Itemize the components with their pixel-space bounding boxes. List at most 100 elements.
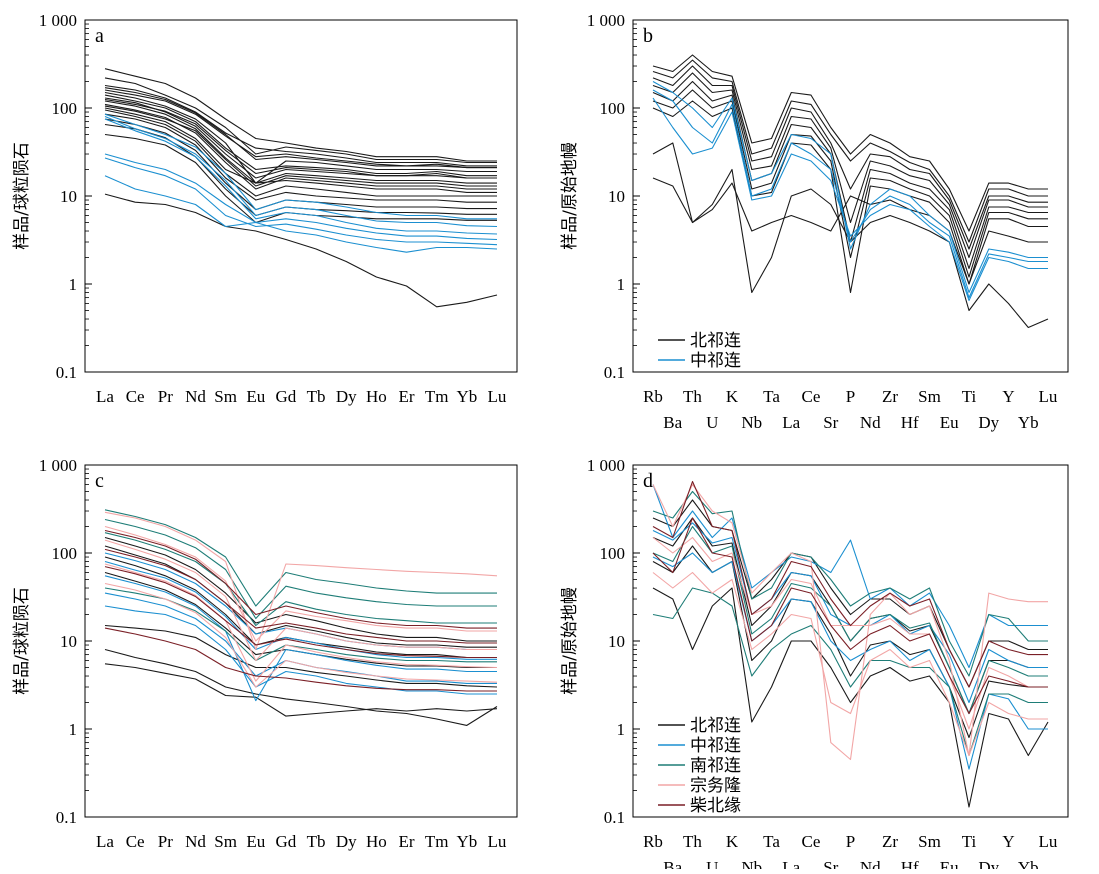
x-tick-label: Ce: [126, 832, 145, 851]
series-group: [652, 54, 1049, 329]
series-line-a-21: [104, 118, 498, 235]
series-line-c-3: [104, 571, 497, 669]
x-tick-label: Eu: [940, 858, 959, 869]
x-tick-label: Rb: [643, 387, 663, 406]
series-line-b-11: [652, 97, 1048, 302]
series-line-a-19: [104, 113, 497, 220]
panel-label: b: [643, 25, 653, 47]
series-line-c-14: [104, 532, 497, 627]
series-line-a-18: [104, 193, 498, 308]
x-tick-label: Tm: [425, 387, 449, 406]
y-tick-label: 100: [600, 99, 626, 118]
x-tick-label: Ce: [802, 387, 821, 406]
series-line-b-5: [652, 89, 1048, 278]
x-tick-label: Hf: [901, 858, 919, 869]
y-tick-label: 10: [608, 187, 625, 206]
x-tick-label: Eu: [940, 413, 959, 432]
panel-b: 0.1 1 10 100 1 000 样品/原始地幔 Rb Th K Ta Ce P Zr Sm Ti Y Lu…: [560, 11, 1069, 432]
y-tick-label: 1: [617, 720, 626, 739]
panel-a: 0.1 1 10 100 1 000 样品/球粒陨石 La Ce Pr Nd Sm Eu Gd Tb Dy H…: [12, 11, 518, 406]
x-tick-label: Tm: [425, 832, 449, 851]
series-group: [652, 480, 1049, 808]
legend-label: 中祁连: [690, 736, 741, 756]
y-tick-label: 0.1: [604, 363, 625, 382]
series-line-b-10: [652, 89, 1048, 299]
y-tick-label: 100: [600, 544, 626, 563]
series-line-d-3: [652, 587, 1049, 808]
y-tick-label: 10: [60, 187, 77, 206]
x-tick-label: Yb: [456, 387, 477, 406]
series-line-b-6: [652, 100, 1048, 294]
y-tick-label: 10: [60, 632, 77, 651]
panel-label: a: [95, 25, 104, 47]
series-line-c-19: [104, 563, 498, 682]
series-line-a-7: [104, 100, 497, 184]
x-tick-label: Tb: [307, 832, 326, 851]
x-tick-label: Th: [683, 832, 702, 851]
x-tick-label: Y: [1002, 387, 1014, 406]
series-group: [104, 68, 498, 308]
x-tick-label: Sm: [918, 832, 941, 851]
series-line-a-4: [104, 91, 497, 184]
series-line-c-9: [104, 575, 497, 702]
x-tick-label: Sr: [823, 858, 838, 869]
y-axis-label: 样品/球粒陨石: [12, 587, 32, 695]
x-tick-label: Ta: [763, 387, 780, 406]
x-tick-label: Y: [1002, 832, 1014, 851]
series-line-a-17: [104, 105, 497, 187]
series-line-a-2: [104, 84, 497, 167]
panel-c: 0.1 1 10 100 1 000 样品/球粒陨石 La Ce Pr Nd Sm Eu Gd Tb Dy H…: [12, 456, 518, 851]
series-line-d-14: [652, 517, 1048, 715]
series-line-c-13: [104, 518, 497, 620]
x-tick-label: Dy: [336, 387, 357, 406]
y-tick-label: 100: [52, 544, 78, 563]
series-line-d-7: [652, 490, 1048, 677]
legend-label: 北祁连: [690, 331, 741, 351]
series-line-c-24: [104, 627, 497, 692]
series-line-c-6: [104, 663, 498, 717]
legend-label: 宗务隆: [690, 776, 741, 796]
series-line-b-0: [652, 54, 1048, 232]
series-line-a-20: [104, 115, 498, 228]
x-tick-label: Lu: [488, 832, 507, 851]
y-tick-label: 0.1: [56, 363, 77, 382]
x-tick-label: P: [846, 387, 855, 406]
x-tick-label: Lu: [488, 387, 507, 406]
x-tick-label: Er: [399, 832, 415, 851]
legend-label: 中祁连: [690, 351, 741, 371]
panel-label: d: [643, 470, 653, 492]
series-line-b-9: [652, 81, 1048, 294]
x-tick-label: Nd: [185, 387, 206, 406]
y-tick-label: 1: [69, 275, 78, 294]
panel-label: c: [95, 470, 104, 492]
x-tick-label: Gd: [276, 387, 297, 406]
y-tick-label: 1 000: [39, 11, 77, 30]
series-line-c-7: [104, 552, 497, 651]
x-tick-label: Er: [399, 387, 415, 406]
x-tick-label: Dy: [978, 858, 999, 869]
series-line-c-8: [104, 560, 497, 660]
series-line-a-22: [104, 153, 498, 241]
x-tick-label: Sr: [823, 413, 838, 432]
series-line-c-21: [104, 529, 497, 629]
x-tick-label: K: [726, 832, 739, 851]
series-line-c-18: [104, 539, 497, 662]
series-line-d-9: [652, 587, 1048, 757]
series-line-c-1: [104, 545, 497, 648]
y-tick-label: 10: [608, 632, 625, 651]
series-line-a-0: [104, 68, 497, 162]
x-tick-label: Sm: [214, 387, 237, 406]
y-axis-label: 样品/球粒陨石: [12, 142, 32, 250]
series-line-d-11: [652, 536, 1048, 730]
y-tick-label: 1 000: [39, 456, 77, 475]
series-line-a-1: [104, 77, 497, 164]
y-tick-label: 1: [617, 275, 626, 294]
x-tick-label: La: [96, 832, 114, 851]
y-tick-label: 0.1: [56, 808, 77, 827]
series-line-a-16: [104, 98, 497, 179]
y-tick-label: 1: [69, 720, 78, 739]
